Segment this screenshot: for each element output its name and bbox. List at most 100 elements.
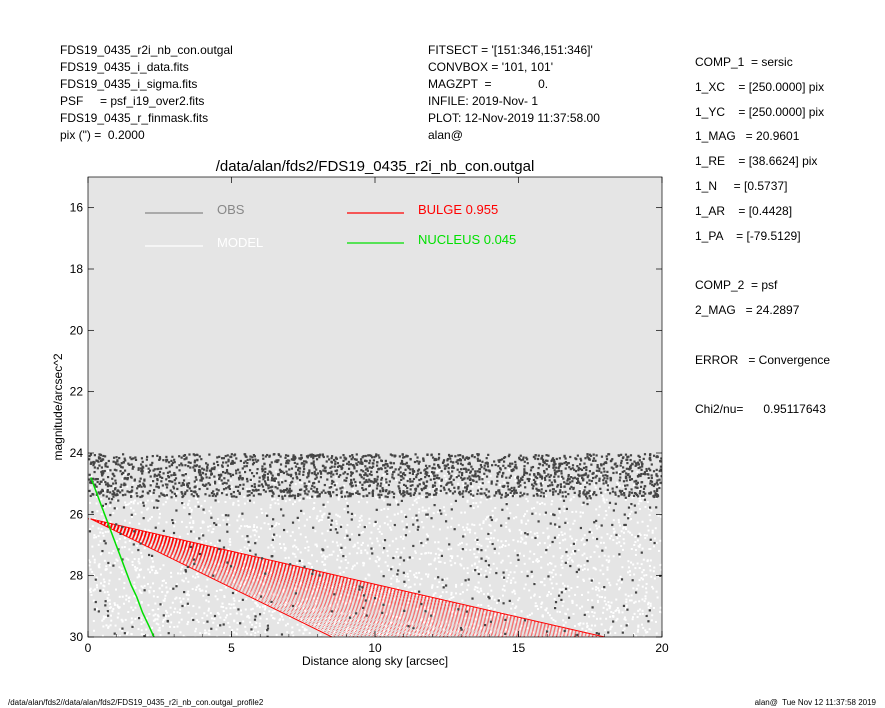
obs-point (427, 474, 431, 478)
obs-point (637, 454, 640, 457)
model-point (354, 490, 357, 493)
model-point (303, 524, 306, 527)
model-point (306, 496, 309, 499)
obs-point (101, 470, 104, 474)
model-point (261, 512, 264, 515)
model-point (187, 580, 190, 583)
obs-point (400, 499, 403, 503)
obs-point (188, 487, 191, 490)
model-point (582, 511, 585, 514)
obs-point (182, 454, 185, 457)
obs-point (181, 464, 184, 467)
obs-point (201, 477, 205, 480)
model-point (158, 537, 161, 540)
model-point (450, 591, 453, 594)
obs-point (289, 475, 293, 478)
model-point (319, 519, 322, 522)
model-point (140, 616, 143, 619)
model-point (439, 599, 442, 602)
model-point (343, 508, 346, 511)
obs-point (272, 479, 275, 482)
obs-point (131, 467, 134, 470)
model-point (475, 607, 478, 610)
obs-point (302, 497, 305, 500)
obs-point (99, 453, 102, 456)
model-point (165, 495, 168, 498)
obs-point (554, 523, 557, 526)
obs-point (567, 473, 570, 477)
obs-point (442, 586, 445, 589)
obs-point (382, 575, 385, 578)
obs-point (92, 477, 95, 480)
model-point (318, 622, 321, 625)
model-point (320, 551, 323, 554)
model-point (449, 608, 452, 611)
obs-point (431, 456, 435, 459)
model-point (382, 551, 385, 554)
obs-point (343, 471, 347, 474)
obs-point (227, 479, 230, 482)
model-point (231, 629, 234, 632)
model-point (128, 502, 131, 505)
model-point (140, 601, 143, 604)
obs-point (199, 479, 202, 482)
model-point (417, 511, 420, 514)
model-point (581, 568, 584, 571)
model-point (607, 601, 610, 604)
model-point (269, 487, 272, 490)
model-point (629, 489, 632, 492)
obs-point (143, 589, 146, 592)
obs-point (115, 462, 118, 466)
model-point (602, 497, 605, 500)
obs-point (104, 604, 107, 607)
model-point (442, 628, 445, 631)
model-point (207, 525, 210, 528)
model-point (432, 525, 435, 528)
obs-point (294, 456, 297, 460)
obs-point (507, 517, 510, 520)
obs-point (447, 470, 450, 473)
model-point (117, 606, 120, 609)
model-point (162, 564, 165, 567)
model-point (478, 543, 481, 546)
obs-point (461, 495, 465, 498)
model-point (520, 532, 523, 535)
model-point (257, 630, 260, 633)
obs-point (381, 487, 384, 490)
model-point (392, 524, 395, 527)
model-point (330, 495, 333, 498)
obs-point (406, 492, 409, 495)
obs-point (587, 491, 590, 495)
obs-point (539, 474, 542, 477)
obs-point (312, 526, 315, 529)
obs-point (286, 473, 289, 476)
model-point (603, 600, 606, 603)
obs-point (250, 628, 253, 631)
model-point (546, 546, 549, 549)
model-point (130, 621, 133, 624)
model-point (194, 576, 197, 579)
header-middle-line: alan@ (428, 128, 463, 142)
obs-point (387, 483, 390, 487)
obs-point (538, 462, 541, 465)
obs-point (262, 488, 265, 492)
obs-point (385, 481, 388, 484)
model-point (430, 552, 433, 555)
obs-point (519, 454, 522, 457)
obs-point (121, 471, 125, 475)
obs-point (294, 592, 297, 595)
obs-point (330, 610, 333, 613)
obs-point (524, 486, 527, 489)
model-point (354, 629, 357, 632)
model-point (584, 635, 587, 637)
obs-point (635, 482, 638, 485)
obs-point (279, 508, 283, 511)
bulge-ray (90, 518, 578, 637)
model-point (450, 525, 453, 528)
model-point (268, 588, 271, 591)
obs-point (386, 472, 389, 476)
obs-point (653, 490, 656, 493)
obs-point (365, 468, 368, 471)
obs-point (321, 453, 324, 456)
model-point (314, 530, 317, 533)
